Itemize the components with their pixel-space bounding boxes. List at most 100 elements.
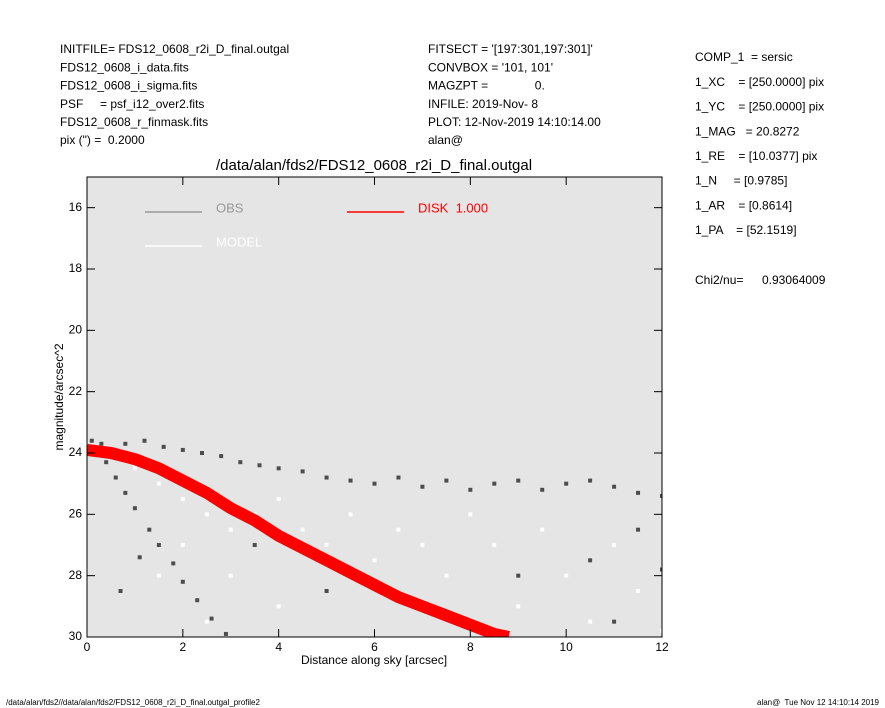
param-line: 1_PA = [52.1519] <box>695 223 797 237</box>
point <box>324 543 329 547</box>
x-tick-label: 0 <box>84 640 91 654</box>
point <box>372 481 377 486</box>
point <box>219 454 224 459</box>
point <box>89 438 94 443</box>
header-middle-line: INFILE: 2019-Nov- 8 <box>428 97 538 111</box>
header-left-line: FDS12_0608_r_finmask.fits <box>60 115 208 129</box>
footer-right: alan@ Tue Nov 12 14:10:14 2019 <box>757 698 880 707</box>
point <box>396 475 401 480</box>
point <box>276 604 281 609</box>
legend-label: MODEL <box>216 234 262 249</box>
point <box>636 589 641 593</box>
header-middle-line: MAGZPT = 0. <box>428 79 545 93</box>
x-tick-label: 2 <box>179 640 186 654</box>
x-tick-label: 10 <box>559 640 573 654</box>
y-tick-label: 24 <box>69 445 83 459</box>
legend-label: OBS <box>216 200 244 215</box>
point <box>209 616 214 621</box>
x-tick-label: 8 <box>467 640 474 654</box>
point <box>396 527 401 532</box>
point <box>516 604 521 609</box>
point <box>300 469 305 474</box>
disk-band <box>87 443 510 637</box>
point <box>540 487 545 492</box>
point <box>444 478 449 483</box>
y-tick-label: 20 <box>69 323 83 337</box>
point <box>161 444 166 449</box>
point <box>636 490 641 495</box>
y-tick-label: 30 <box>69 629 83 643</box>
chi2-value: 0.93064009 <box>762 273 826 287</box>
point <box>324 475 329 480</box>
point <box>564 481 569 486</box>
point <box>228 527 233 532</box>
header-left-line: FDS12_0608_i_data.fits <box>60 60 189 74</box>
point <box>228 573 233 578</box>
param-line: COMP_1 = sersic <box>695 50 793 64</box>
point <box>324 589 329 593</box>
point <box>180 543 185 547</box>
param-line: 1_XC = [250.0000] pix <box>695 75 824 89</box>
point <box>223 631 228 636</box>
point <box>123 441 128 446</box>
point <box>348 512 353 517</box>
chart-title: /data/alan/fds2/FDS12_0608_r2i_D_final.o… <box>216 157 532 174</box>
point <box>204 619 209 624</box>
y-tick-label: 28 <box>69 568 83 582</box>
header-middle-line: alan@ <box>428 133 463 147</box>
footer-left: /data/alan/fds2//data/alan/fds2/FDS12_06… <box>6 698 261 707</box>
point <box>588 619 593 624</box>
y-tick-label: 26 <box>69 507 83 521</box>
x-axis-label: Distance along sky [arcsec] <box>301 653 447 667</box>
y-tick-label: 22 <box>69 384 83 398</box>
x-tick-label: 4 <box>275 640 282 654</box>
point <box>348 478 353 483</box>
point <box>180 579 185 584</box>
point <box>516 573 521 578</box>
point <box>113 475 118 480</box>
point <box>492 481 497 486</box>
point <box>276 466 281 471</box>
point <box>156 481 161 486</box>
point <box>660 628 662 633</box>
point <box>132 506 137 511</box>
y-tick-label: 18 <box>69 261 83 275</box>
point <box>420 543 425 547</box>
x-tick-label: 6 <box>371 640 378 654</box>
point <box>660 567 662 572</box>
x-tick-label: 12 <box>655 640 669 654</box>
point <box>612 619 617 624</box>
point <box>156 573 161 578</box>
point <box>372 558 377 563</box>
param-line: 1_RE = [10.0377] pix <box>695 149 817 163</box>
point <box>147 527 152 532</box>
point <box>420 484 425 489</box>
header-left-line: INITFILE= FDS12_0608_r2i_D_final.outgal <box>60 42 289 56</box>
header-left-line: PSF = psf_i12_over2.fits <box>60 97 204 111</box>
point <box>171 561 176 566</box>
point <box>588 558 593 563</box>
point <box>252 543 257 547</box>
point <box>468 512 473 517</box>
point <box>200 451 204 455</box>
y-tick-label: 16 <box>69 200 83 214</box>
header-middle-line: FITSECT = '[197:301,197:301]' <box>428 42 593 56</box>
point <box>612 484 617 489</box>
point <box>636 527 641 532</box>
param-line: 1_AR = [0.8614] <box>695 198 792 212</box>
point <box>660 493 662 498</box>
header-middle-line: PLOT: 12-Nov-2019 14:10:14.00 <box>428 115 601 129</box>
point <box>118 589 123 593</box>
point <box>516 478 521 483</box>
y-axis-label: magnitude/arcsec^2 <box>52 343 66 450</box>
point <box>257 463 262 468</box>
param-line: 1_MAG = 20.8272 <box>695 124 800 138</box>
point <box>99 441 104 446</box>
param-line: 1_N = [0.9785] <box>695 174 787 188</box>
point <box>276 497 281 501</box>
header-middle-line: CONVBOX = '101, 101' <box>428 60 553 74</box>
point <box>137 555 142 560</box>
point <box>180 497 185 501</box>
point <box>588 478 593 483</box>
